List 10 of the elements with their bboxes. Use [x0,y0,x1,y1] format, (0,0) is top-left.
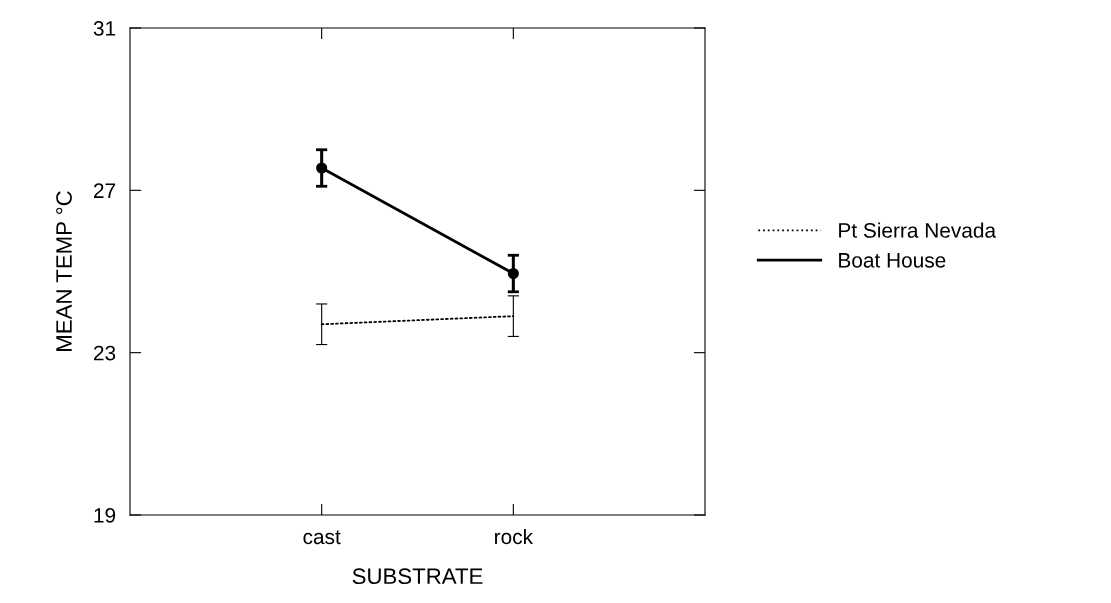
y-tick-label: 27 [93,183,116,198]
x-axis-title: SUBSTRATE [352,568,483,585]
y-axis-title: MEAN TEMP °C [56,191,72,351]
y-tick-label: 19 [94,508,116,523]
x-tick-label: rock [495,528,534,545]
legend-label: Pt Sierra Nevada [839,222,997,238]
y-tick-label: 23 [93,345,116,361]
legend-label: Boat House [839,253,946,268]
y-tick-label: 31 [93,21,116,36]
x-tick-label: cast [303,530,341,545]
